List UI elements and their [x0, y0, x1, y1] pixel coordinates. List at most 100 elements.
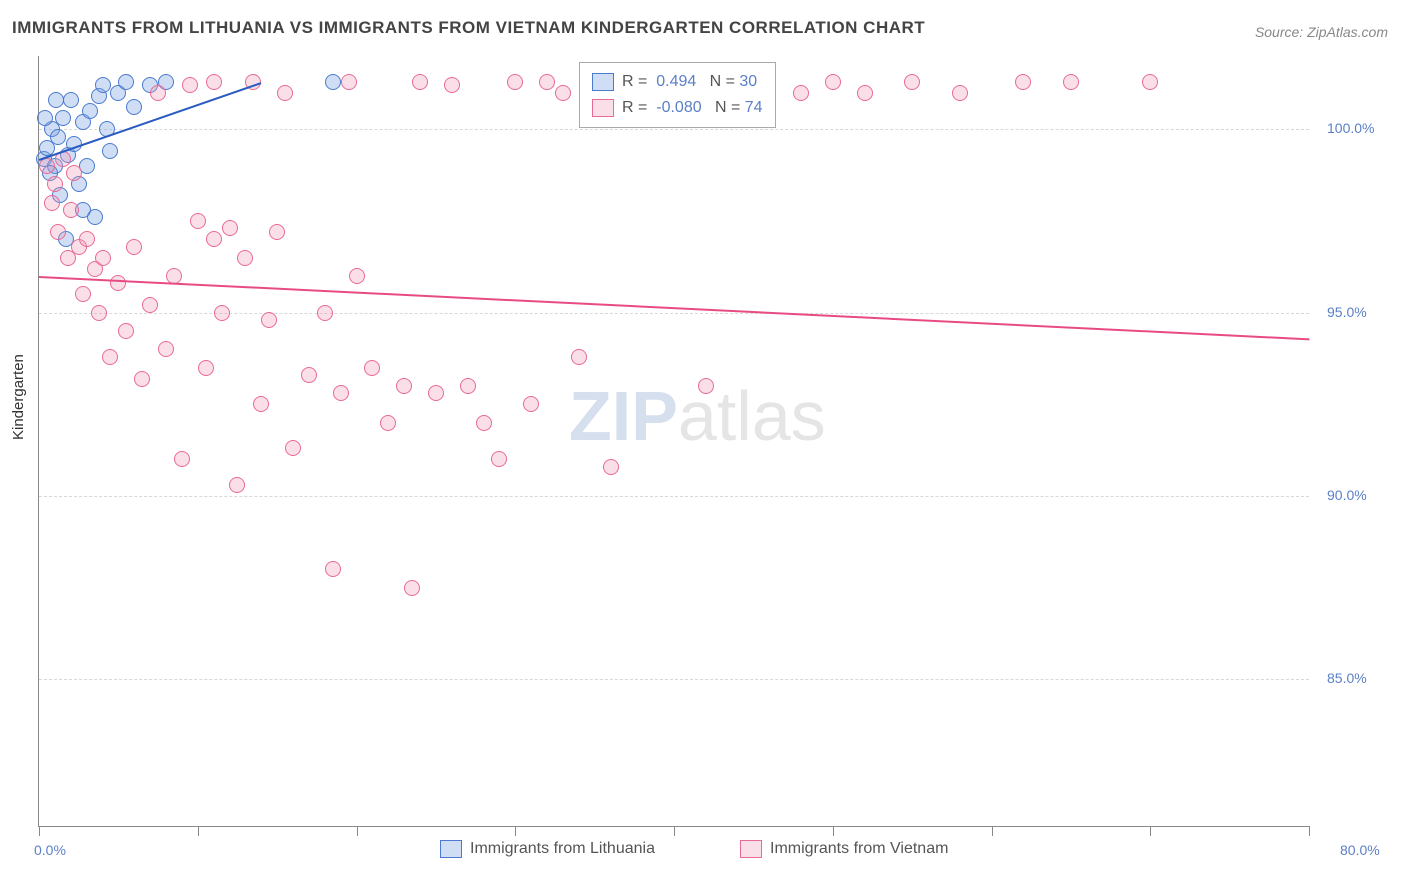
scatter-point — [118, 74, 134, 90]
x-tick — [1150, 826, 1151, 836]
scatter-point — [63, 92, 79, 108]
watermark-zip: ZIP — [569, 377, 678, 455]
scatter-point — [428, 385, 444, 401]
scatter-point — [158, 341, 174, 357]
bottom-legend-label: Immigrants from Lithuania — [470, 840, 655, 858]
x-tick — [198, 826, 199, 836]
scatter-point — [39, 158, 55, 174]
scatter-point — [1063, 74, 1079, 90]
scatter-point — [341, 74, 357, 90]
stats-text: R = -0.080 N = 74 — [622, 99, 763, 117]
scatter-point — [47, 176, 63, 192]
scatter-point — [507, 74, 523, 90]
scatter-point — [444, 77, 460, 93]
x-axis-max-label: 80.0% — [1340, 842, 1380, 858]
scatter-point — [904, 74, 920, 90]
scatter-point — [50, 129, 66, 145]
stats-legend-row: R = -0.080 N = 74 — [592, 95, 763, 121]
x-tick — [357, 826, 358, 836]
scatter-point — [55, 110, 71, 126]
scatter-point — [277, 85, 293, 101]
scatter-point — [1142, 74, 1158, 90]
scatter-point — [571, 349, 587, 365]
swatch-lithuania — [440, 840, 462, 858]
grid-line — [39, 496, 1309, 497]
scatter-point — [79, 231, 95, 247]
scatter-point — [63, 202, 79, 218]
scatter-point — [412, 74, 428, 90]
scatter-point — [190, 213, 206, 229]
scatter-point — [698, 378, 714, 394]
x-tick — [833, 826, 834, 836]
stats-text: R = 0.494 N = 30 — [622, 73, 757, 91]
scatter-point — [285, 440, 301, 456]
scatter-point — [44, 195, 60, 211]
grid-line — [39, 679, 1309, 680]
scatter-point — [460, 378, 476, 394]
x-tick — [39, 826, 40, 836]
scatter-point — [110, 275, 126, 291]
y-tick-label: 90.0% — [1327, 487, 1367, 503]
scatter-point — [50, 224, 66, 240]
scatter-point — [66, 165, 82, 181]
scatter-point — [214, 305, 230, 321]
bottom-legend-item-lithuania: Immigrants from Lithuania — [440, 840, 655, 858]
scatter-point — [333, 385, 349, 401]
scatter-point — [857, 85, 873, 101]
y-axis-title: Kindergarten — [10, 354, 27, 440]
scatter-point — [198, 360, 214, 376]
scatter-point — [150, 85, 166, 101]
y-tick-label: 95.0% — [1327, 304, 1367, 320]
scatter-point — [404, 580, 420, 596]
scatter-point — [396, 378, 412, 394]
scatter-point — [237, 250, 253, 266]
scatter-point — [539, 74, 555, 90]
scatter-point — [95, 77, 111, 93]
scatter-point — [91, 305, 107, 321]
bottom-legend-label: Immigrants from Vietnam — [770, 840, 948, 858]
scatter-point — [523, 396, 539, 412]
scatter-point — [380, 415, 396, 431]
chart-plot-area: ZIPatlas 85.0%90.0%95.0%100.0%R = 0.494 … — [38, 56, 1309, 827]
scatter-point — [229, 477, 245, 493]
scatter-point — [206, 74, 222, 90]
scatter-point — [222, 220, 238, 236]
scatter-point — [603, 459, 619, 475]
bottom-legend-item-vietnam: Immigrants from Vietnam — [740, 840, 948, 858]
scatter-point — [476, 415, 492, 431]
y-tick-label: 85.0% — [1327, 670, 1367, 686]
scatter-point — [182, 77, 198, 93]
trend-line — [39, 276, 1309, 340]
scatter-point — [364, 360, 380, 376]
scatter-point — [325, 74, 341, 90]
x-tick — [1309, 826, 1310, 836]
scatter-point — [825, 74, 841, 90]
stats-legend-row: R = 0.494 N = 30 — [592, 69, 763, 95]
scatter-point — [1015, 74, 1031, 90]
scatter-point — [269, 224, 285, 240]
scatter-point — [102, 143, 118, 159]
scatter-point — [793, 85, 809, 101]
scatter-point — [95, 250, 111, 266]
x-tick — [674, 826, 675, 836]
source-label: Source: ZipAtlas.com — [1255, 24, 1388, 40]
scatter-point — [134, 371, 150, 387]
scatter-point — [142, 297, 158, 313]
scatter-point — [325, 561, 341, 577]
swatch-icon — [592, 99, 614, 117]
scatter-point — [491, 451, 507, 467]
y-tick-label: 100.0% — [1327, 120, 1374, 136]
scatter-point — [261, 312, 277, 328]
scatter-point — [48, 92, 64, 108]
swatch-icon — [592, 73, 614, 91]
scatter-point — [118, 323, 134, 339]
x-tick — [992, 826, 993, 836]
swatch-vietnam — [740, 840, 762, 858]
scatter-point — [253, 396, 269, 412]
x-tick — [515, 826, 516, 836]
scatter-point — [126, 99, 142, 115]
scatter-point — [317, 305, 333, 321]
scatter-point — [174, 451, 190, 467]
scatter-point — [349, 268, 365, 284]
scatter-point — [37, 110, 53, 126]
